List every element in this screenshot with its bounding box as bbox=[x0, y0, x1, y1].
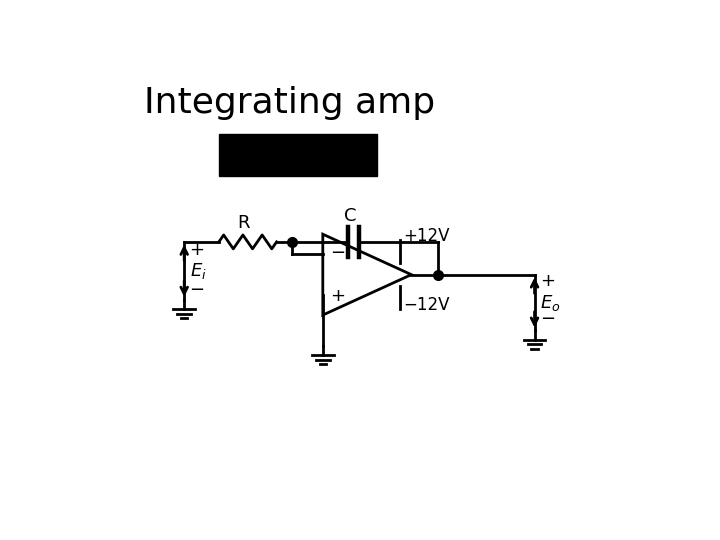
Text: $E_o$: $E_o$ bbox=[540, 293, 560, 313]
Bar bbox=[219, 134, 377, 177]
Text: +12V: +12V bbox=[404, 227, 450, 245]
Text: +: + bbox=[189, 241, 204, 259]
Text: R: R bbox=[238, 214, 250, 232]
Text: C: C bbox=[344, 207, 357, 225]
Text: +: + bbox=[330, 287, 346, 306]
Text: +: + bbox=[540, 272, 555, 290]
Text: −: − bbox=[189, 281, 204, 299]
Text: −12V: −12V bbox=[404, 296, 450, 314]
Text: Integrating amp: Integrating amp bbox=[144, 86, 436, 120]
Text: −: − bbox=[330, 244, 346, 262]
Text: $E_i$: $E_i$ bbox=[189, 261, 207, 281]
Text: −: − bbox=[540, 310, 555, 328]
